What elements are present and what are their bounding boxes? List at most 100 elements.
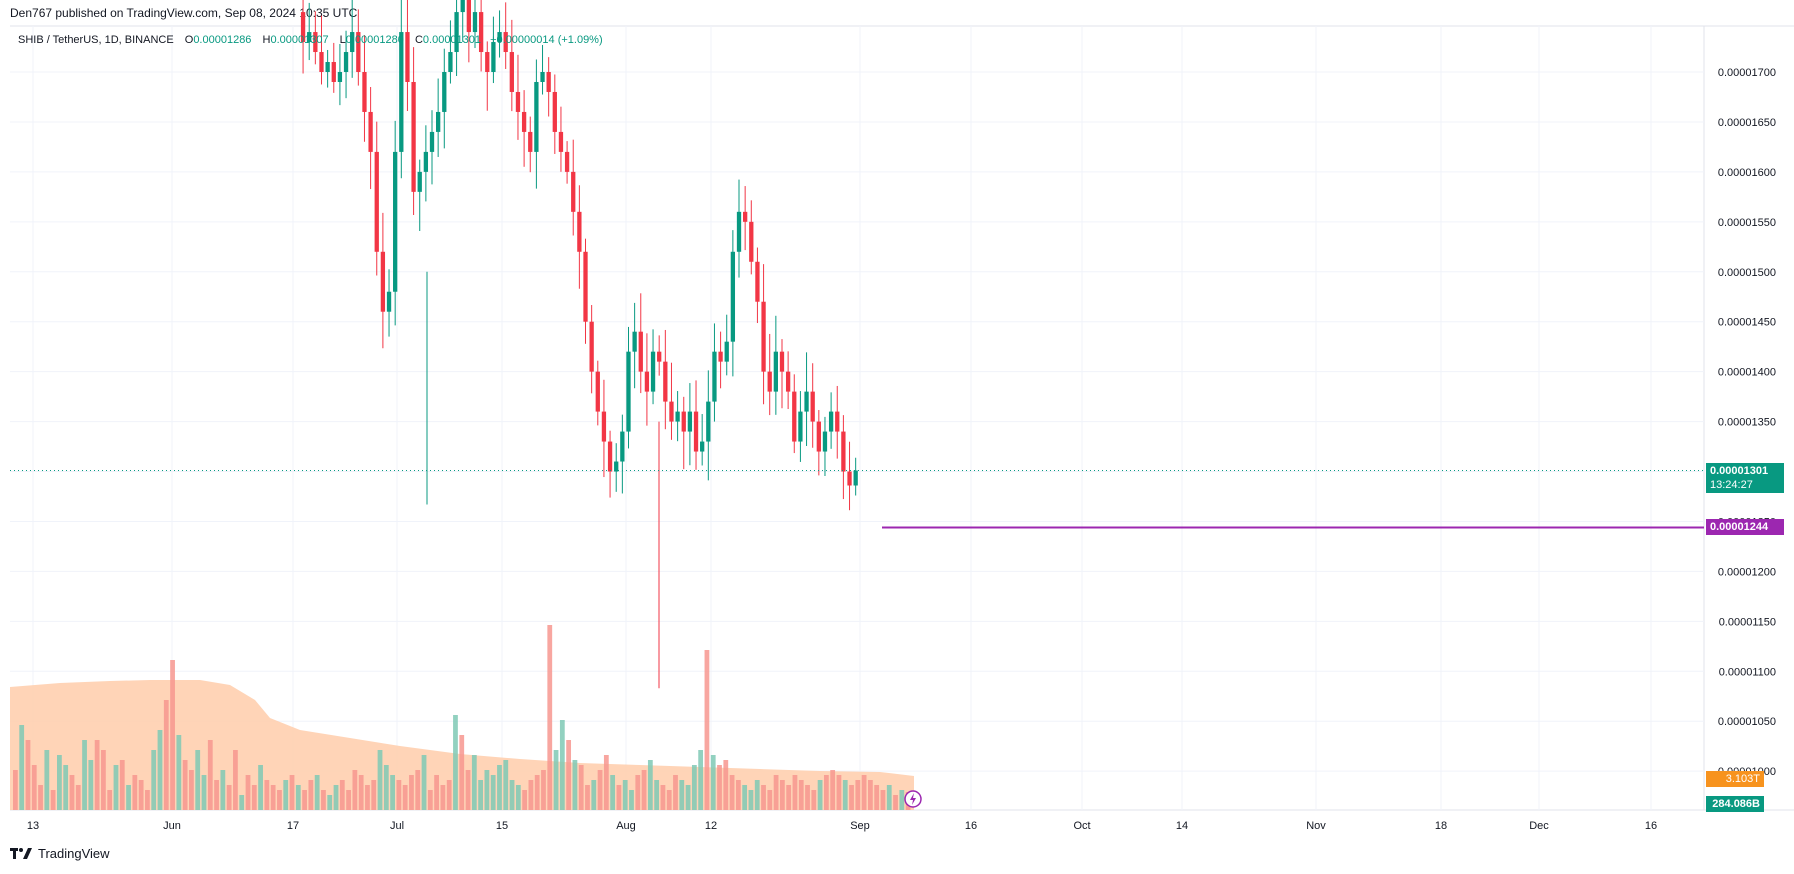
volume-bar xyxy=(566,740,572,810)
price-axis-label: 0.00001350 xyxy=(1718,417,1776,429)
close-value: 0.00001301 xyxy=(422,34,482,46)
price-axis-label: 0.00001700 xyxy=(1718,67,1776,79)
volume-bar xyxy=(434,775,439,810)
symbol-title[interactable]: SHIB / TetherUS, 1D, BINANCE xyxy=(18,34,174,46)
price-axis-label: 0.00001150 xyxy=(1719,616,1776,628)
change-value: +0.00000014 (+1.09%) xyxy=(490,34,603,46)
volume-bar xyxy=(75,785,81,810)
volume-bar xyxy=(396,780,402,810)
candle-body xyxy=(767,371,772,392)
candle-body xyxy=(632,331,637,352)
candle-body xyxy=(515,91,521,112)
candle-body xyxy=(706,401,711,442)
candle-body xyxy=(485,52,490,72)
volume-bar xyxy=(50,790,56,810)
volume-bar xyxy=(31,765,37,810)
volume-bar xyxy=(754,780,760,810)
volume-bar xyxy=(767,790,773,810)
candle-body xyxy=(466,0,471,33)
candle-body xyxy=(841,431,846,472)
candle-body xyxy=(417,171,422,192)
candle-body xyxy=(356,32,361,72)
volume-bar xyxy=(503,760,509,810)
volume-bar xyxy=(195,750,201,810)
publisher-line: Den767 published on TradingView.com, Sep… xyxy=(10,6,358,20)
close-label: C xyxy=(414,34,423,46)
candle-body xyxy=(614,461,619,472)
volume-bar xyxy=(383,765,389,810)
candle-body xyxy=(571,171,576,212)
volume-bar xyxy=(119,760,125,810)
candle-body xyxy=(847,471,852,486)
volume-bar xyxy=(786,785,792,810)
price-axis-label: 0.00001600 xyxy=(1718,167,1776,179)
volume-bar xyxy=(867,780,873,810)
volume-bar xyxy=(635,775,641,810)
hline-price-tag: 0.00001244 xyxy=(1706,519,1784,535)
volume-bar xyxy=(333,785,339,810)
candle-body xyxy=(540,72,545,82)
candle-body xyxy=(828,411,834,432)
volume-bar xyxy=(440,785,446,810)
volume-bar xyxy=(515,785,521,810)
volume-bar xyxy=(302,790,307,810)
volume-bar xyxy=(176,735,182,810)
volume-bar xyxy=(886,785,892,810)
candle-body xyxy=(638,331,643,372)
candle-body xyxy=(681,411,686,432)
candle-body xyxy=(411,81,416,192)
volume-bar xyxy=(352,770,358,810)
flash-icon xyxy=(910,793,916,805)
candle-body xyxy=(718,351,723,362)
volume-bar xyxy=(151,750,157,810)
candle-body xyxy=(773,351,778,392)
candle-body xyxy=(460,0,465,13)
volume-bar xyxy=(358,775,364,810)
volume-bar xyxy=(874,785,880,810)
candle-body xyxy=(343,52,349,72)
candle-body xyxy=(405,32,410,82)
volume-bar xyxy=(427,790,433,810)
volume-bar xyxy=(94,740,100,810)
volume-bar xyxy=(57,755,62,810)
time-axis-label: Oct xyxy=(1073,820,1090,832)
volume-bar xyxy=(779,780,785,810)
volume-bar xyxy=(314,775,320,810)
candle-body xyxy=(755,261,760,302)
volume-bar xyxy=(126,785,131,810)
volume-bar xyxy=(773,775,779,810)
high-label: H xyxy=(262,34,271,46)
volume-bar xyxy=(264,780,270,810)
volume-bar xyxy=(534,775,540,810)
candle-body xyxy=(313,32,318,53)
candle-body xyxy=(792,391,797,442)
volume-bar xyxy=(101,750,106,810)
volume-bar xyxy=(321,790,326,810)
candle-body xyxy=(429,131,435,152)
volume-bar xyxy=(490,775,496,810)
candle-body xyxy=(601,411,607,442)
volume-bar xyxy=(88,760,94,810)
volume-bar xyxy=(421,755,427,810)
candle-body xyxy=(712,351,717,402)
volume-bar xyxy=(591,780,597,810)
volume-bar xyxy=(497,765,502,810)
price-axis-label: 0.00001650 xyxy=(1718,117,1776,129)
volume-bar xyxy=(82,740,87,810)
volume-bar xyxy=(735,780,741,810)
volume-bar xyxy=(899,790,905,810)
volume-bar xyxy=(541,770,546,810)
open-label: O xyxy=(184,34,194,46)
candle-body xyxy=(816,421,821,452)
volume-bar xyxy=(226,785,232,810)
volume-bar xyxy=(660,785,666,810)
volume-bar xyxy=(685,785,691,810)
price-axis-label: 0.00001100 xyxy=(1719,666,1776,678)
volume-bar xyxy=(170,660,175,810)
volume-bar xyxy=(471,755,477,810)
candle-body xyxy=(700,441,705,452)
candle-body xyxy=(657,351,662,362)
last-price-value: 0.00001301 xyxy=(1710,465,1769,477)
low-label: L xyxy=(339,34,346,46)
